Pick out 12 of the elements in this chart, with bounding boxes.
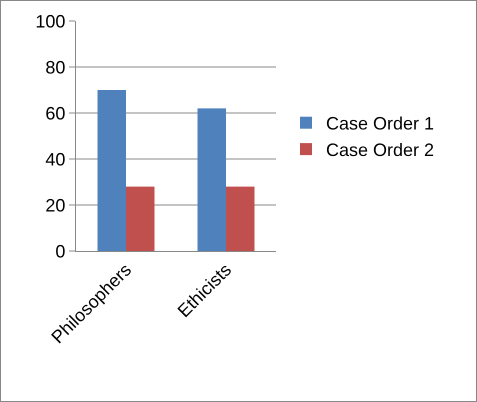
y-tick-label: 100: [35, 11, 66, 32]
y-tick-label: 0: [55, 241, 66, 262]
y-tick-label: 80: [45, 57, 66, 78]
bar: [98, 90, 126, 251]
y-tick-label: 20: [45, 195, 66, 216]
bar: [226, 186, 254, 251]
y-tick-label: 60: [45, 103, 66, 124]
bar: [126, 186, 154, 251]
legend-label: Case Order 2: [326, 140, 434, 160]
bar: [198, 108, 226, 251]
legend-label: Case Order 1: [326, 114, 434, 134]
y-tick-label: 40: [45, 149, 66, 170]
